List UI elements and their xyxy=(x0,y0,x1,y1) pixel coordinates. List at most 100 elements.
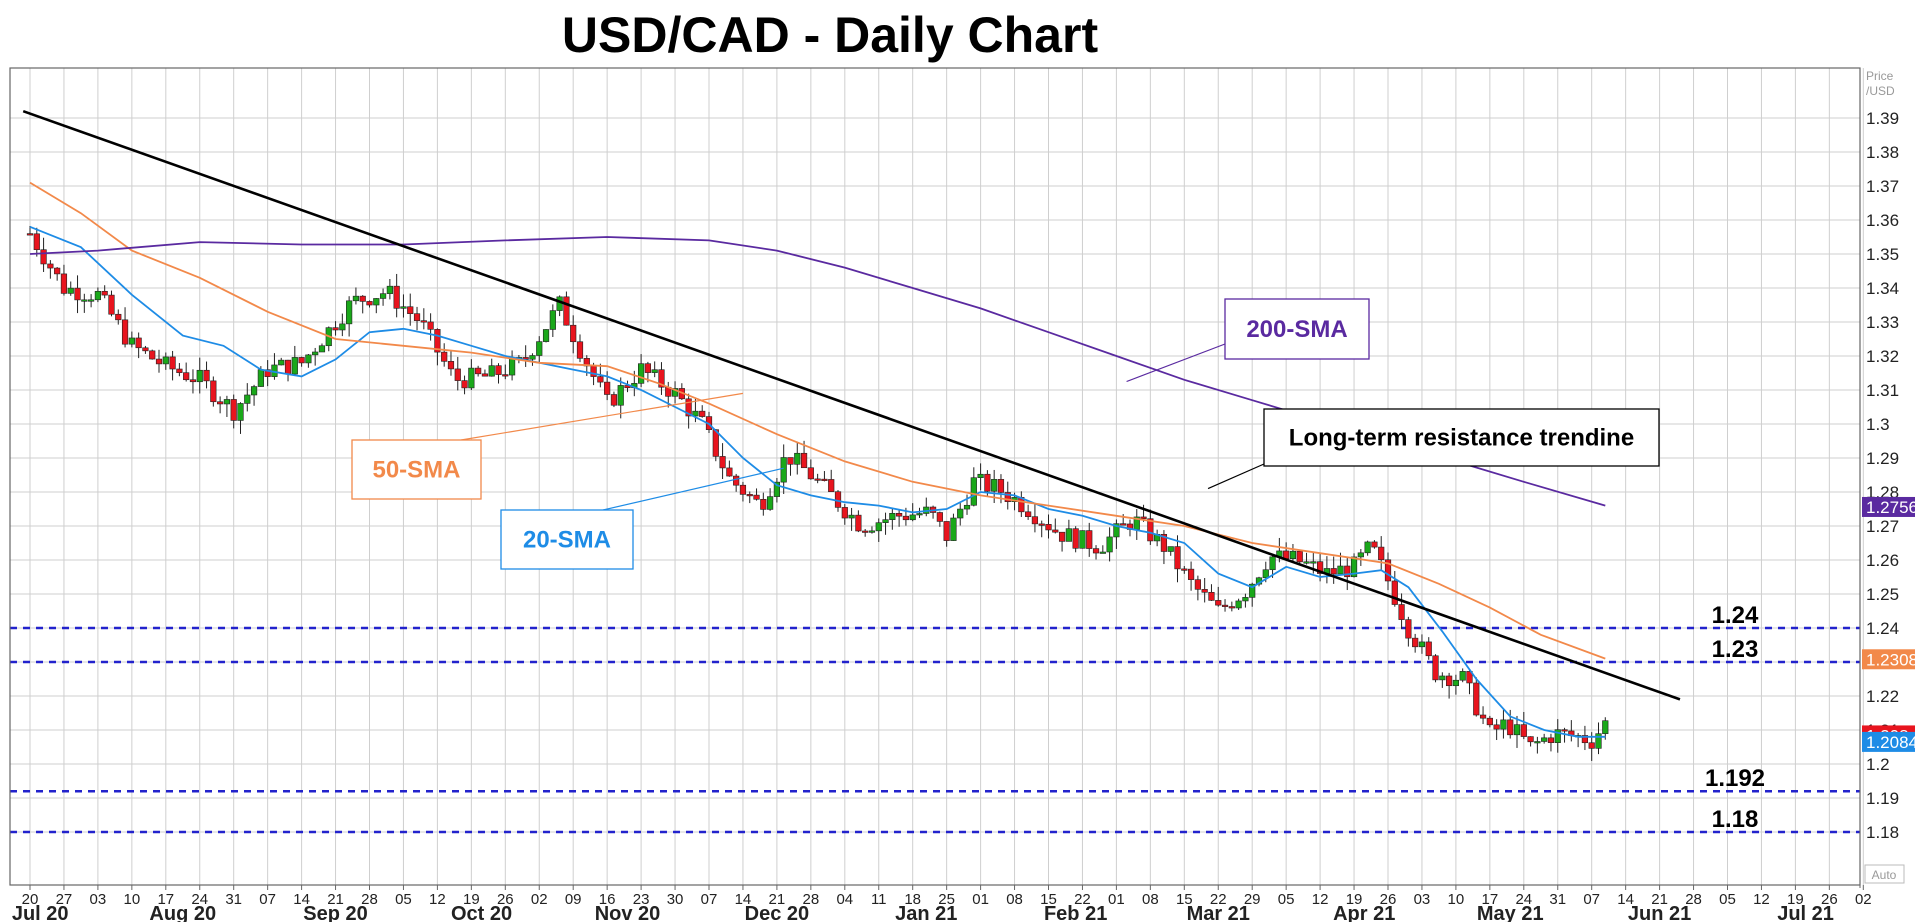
candle-body xyxy=(760,498,767,510)
candle-body xyxy=(549,310,556,330)
x-tick-label: 22 xyxy=(1210,891,1227,908)
candle-body xyxy=(434,329,441,353)
resistance-trendline xyxy=(22,109,1681,701)
candle-body xyxy=(1527,736,1534,743)
candle-body xyxy=(610,394,618,406)
candle-body xyxy=(67,287,74,294)
candle-body xyxy=(1079,530,1086,549)
candle-body xyxy=(1493,724,1500,730)
x-tick-label: 19 xyxy=(1346,891,1363,908)
x-tick-label: 19 xyxy=(463,891,480,908)
candle-body xyxy=(1140,516,1147,520)
candle-body xyxy=(604,381,611,395)
candle-body xyxy=(407,306,414,314)
x-month-label: Jun 21 xyxy=(1628,903,1691,922)
price-tag-label: 1.2084 xyxy=(1866,733,1915,752)
candle-body xyxy=(1479,714,1487,719)
candle-body xyxy=(1500,719,1507,730)
axis-label-unit: /USD xyxy=(1866,84,1895,98)
candle-body xyxy=(1249,583,1256,598)
candle-body xyxy=(237,403,244,421)
x-tick-label: 17 xyxy=(1482,891,1499,908)
candle-body xyxy=(726,467,733,477)
candle-body xyxy=(217,401,224,405)
annotation-pointer xyxy=(1207,463,1265,490)
candle-body xyxy=(1588,742,1595,749)
x-tick-label: 07 xyxy=(701,891,718,908)
candle-body xyxy=(373,298,380,306)
candle-body xyxy=(807,467,814,480)
x-tick-label: 23 xyxy=(633,891,650,908)
candle-body xyxy=(814,478,821,481)
candle-body xyxy=(1541,737,1548,742)
candle-body xyxy=(1289,550,1297,559)
y-tick-label: 1.25 xyxy=(1866,585,1899,604)
x-tick-label: 03 xyxy=(90,891,107,908)
candle-body xyxy=(1561,729,1568,732)
candle-body xyxy=(1106,536,1113,553)
y-tick-label: 1.18 xyxy=(1866,823,1899,842)
level-label: 1.192 xyxy=(1705,765,1765,792)
candle-body xyxy=(970,477,977,506)
annotation-label: 200-SMA xyxy=(1246,316,1347,343)
candle-body xyxy=(47,263,54,269)
x-tick-label: 02 xyxy=(531,891,548,908)
candle-body xyxy=(1581,735,1589,744)
candle-body xyxy=(176,368,183,373)
candle-body xyxy=(54,267,61,275)
candle-body xyxy=(1364,541,1371,554)
x-tick-label: 05 xyxy=(1719,891,1736,908)
candle-body xyxy=(1357,552,1364,558)
annotation-pointer xyxy=(1126,343,1226,383)
candle-body xyxy=(1113,523,1120,538)
candle-body xyxy=(413,313,421,321)
candle-body xyxy=(536,341,543,356)
candle-body xyxy=(481,373,489,377)
candle-body xyxy=(1052,529,1059,533)
x-tick-label: 28 xyxy=(361,891,378,908)
x-tick-label: 11 xyxy=(871,891,887,908)
candle-body xyxy=(617,385,624,406)
candle-body xyxy=(1486,717,1493,726)
x-tick-label: 30 xyxy=(667,891,684,908)
candle-body xyxy=(1554,729,1561,743)
sma-line xyxy=(29,225,1606,738)
sma-line xyxy=(29,181,1606,660)
candle-body xyxy=(189,379,197,383)
y-tick-label: 1.34 xyxy=(1866,279,1899,298)
candle-body xyxy=(1398,604,1405,620)
candle-body xyxy=(318,345,326,353)
candle-body xyxy=(81,299,88,302)
candles xyxy=(26,225,1609,761)
x-tick-label: 07 xyxy=(259,891,276,908)
candle-body xyxy=(250,386,258,396)
y-tick-label: 1.36 xyxy=(1866,211,1899,230)
candle-body xyxy=(746,494,753,497)
candle-body xyxy=(257,369,264,387)
x-tick-label: 26 xyxy=(497,891,514,908)
candle-body xyxy=(1384,559,1392,582)
auto-button[interactable] xyxy=(1864,864,1905,884)
candle-body xyxy=(1004,492,1011,503)
axis-label-price: Price xyxy=(1866,69,1894,83)
candle-body xyxy=(1160,533,1168,552)
candle-body xyxy=(447,361,455,370)
x-month-label: Aug 20 xyxy=(149,903,216,922)
candle-body xyxy=(787,457,794,465)
x-tick-label: 01 xyxy=(972,891,989,908)
price-tag-label: 1.2308 xyxy=(1866,650,1915,669)
candle-body xyxy=(1187,568,1195,580)
x-tick-label: 09 xyxy=(565,891,582,908)
candle-body xyxy=(339,323,346,331)
x-tick-label: 05 xyxy=(395,891,412,908)
candle-body xyxy=(1201,589,1208,593)
x-tick-label: 14 xyxy=(1617,891,1634,908)
candle-body xyxy=(1086,530,1093,549)
candle-body xyxy=(1330,568,1337,575)
candle-body xyxy=(1507,719,1514,736)
candle-body xyxy=(468,367,475,389)
candle-body xyxy=(1452,679,1459,687)
candle-body xyxy=(454,368,461,381)
